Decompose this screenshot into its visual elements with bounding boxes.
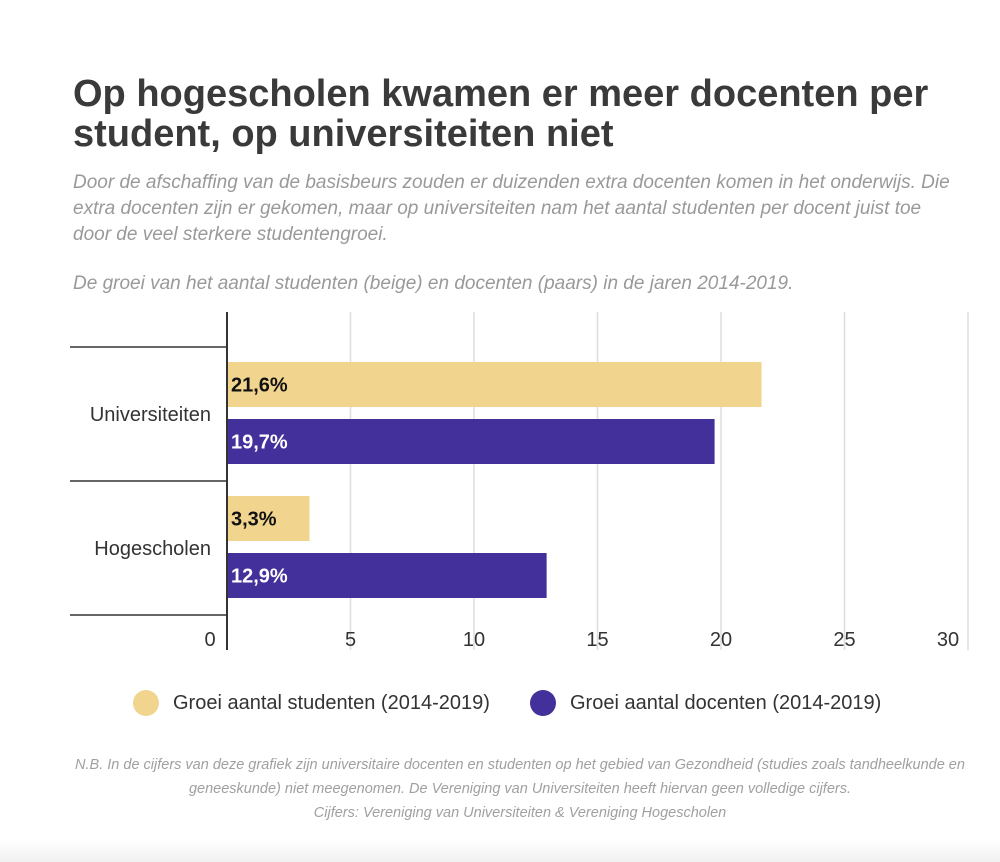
x-tick-label-25: 25 bbox=[833, 629, 855, 651]
legend-swatch-studenten bbox=[133, 690, 159, 716]
legend-item-studenten: Groei aantal studenten (2014-2019) bbox=[133, 690, 490, 716]
x-tick-label-10: 10 bbox=[463, 629, 485, 651]
x-tick-label-15: 15 bbox=[586, 629, 608, 651]
x-tick-label-30: 30 bbox=[937, 629, 959, 651]
chart-caption: De groei van het aantal studenten (beige… bbox=[73, 273, 794, 294]
footnote-note: N.B. In de cijfers van deze grafiek zijn… bbox=[75, 757, 965, 797]
x-tick-label-5: 5 bbox=[345, 629, 356, 651]
bar-universiteiten-docenten bbox=[228, 419, 715, 464]
legend-label-docenten: Groei aantal docenten (2014-2019) bbox=[570, 691, 882, 714]
x-tick-label-20: 20 bbox=[710, 629, 732, 651]
bar-hogescholen-studenten bbox=[228, 496, 310, 541]
legend-label-studenten: Groei aantal studenten (2014-2019) bbox=[173, 691, 490, 714]
footnote: N.B. In de cijfers van deze grafiek zijn… bbox=[60, 753, 980, 825]
x-tick-label-0: 0 bbox=[204, 629, 215, 651]
footnote-source: Cijfers: Vereniging van Universiteiten &… bbox=[313, 805, 727, 821]
legend: Groei aantal studenten (2014-2019) Groei… bbox=[0, 690, 1000, 720]
category-label-universiteiten: Universiteiten bbox=[90, 404, 211, 426]
bar-chart: Universiteiten 21,6% 19,7% Hogescholen 3,3% 1… bbox=[70, 312, 969, 651]
bar-universiteiten-studenten bbox=[228, 362, 762, 407]
legend-item-docenten: Groei aantal docenten (2014-2019) bbox=[530, 690, 881, 716]
data-label-universiteiten-studenten: 21,6% bbox=[231, 375, 288, 397]
legend-swatch-docenten bbox=[530, 690, 556, 716]
chart-title: Op hogescholen kwamen er meer docenten p… bbox=[73, 73, 929, 155]
data-label-hogescholen-studenten: 3,3% bbox=[231, 509, 277, 531]
chart-subtitle: Door de afschaffing van de basisbeurs zo… bbox=[73, 172, 950, 245]
bottom-shade bbox=[0, 840, 1000, 862]
bar-hogescholen-docenten bbox=[228, 553, 547, 598]
data-label-hogescholen-docenten: 12,9% bbox=[231, 566, 288, 588]
category-label-hogescholen: Hogescholen bbox=[94, 538, 211, 560]
data-label-universiteiten-docenten: 19,7% bbox=[231, 432, 288, 454]
